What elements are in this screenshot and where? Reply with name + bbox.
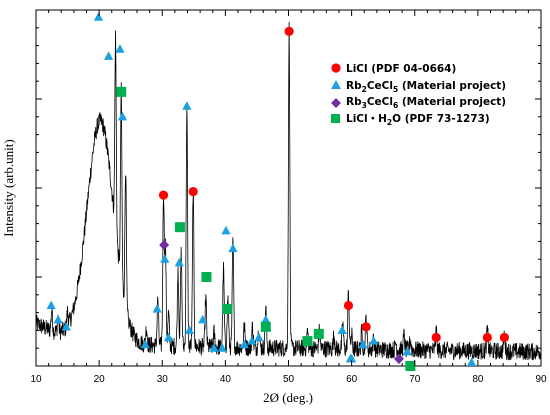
x-tick-label: 60: [346, 374, 358, 385]
triangle-marker-point: [174, 257, 184, 267]
x-tick-label: 90: [535, 374, 547, 385]
square-marker-point: [313, 328, 324, 339]
x-tick-label: 20: [94, 374, 106, 385]
triangle-marker-point: [228, 243, 238, 253]
triangle-marker-point: [217, 343, 227, 352]
circle-marker-point: [499, 332, 509, 343]
legend: LiCl (PDF 04-0664) Rb2CeCl5 (Material pr…: [331, 63, 506, 127]
axis-ticks: 10 20 30 40 50 60 70 80 90: [30, 9, 547, 385]
xrd-pattern-line: [35, 21, 542, 361]
triangle-marker-point: [140, 339, 150, 349]
triangle-marker-point: [117, 111, 128, 121]
triangle-marker-point: [53, 314, 63, 324]
circle-marker-point: [343, 300, 354, 311]
triangle-marker-point: [239, 339, 249, 349]
x-tick-label: 70: [409, 374, 421, 385]
triangle-marker-point: [369, 336, 379, 345]
diamond-marker-point: [159, 239, 170, 251]
square-marker-point: [260, 321, 271, 332]
x-tick-label: 10: [30, 374, 42, 385]
triangle-marker-point: [466, 357, 477, 367]
square-marker-point: [174, 222, 185, 233]
triangle-marker-point: [358, 339, 368, 349]
triangle-marker-point: [347, 353, 357, 363]
diamond-marker-point: [393, 353, 404, 365]
circle-marker-point: [158, 190, 169, 200]
triangle-marker-point: [152, 304, 162, 313]
y-axis-title: Intensity (arb.unit): [1, 139, 16, 236]
legend-hydrate-marker: [331, 114, 340, 123]
triangle-marker-point: [46, 300, 56, 310]
x-tick-label: 80: [472, 374, 484, 385]
x-tick-label: 40: [220, 374, 232, 385]
triangle-marker-point: [247, 336, 257, 345]
triangle-marker-point: [221, 225, 231, 235]
triangle-marker-point: [261, 314, 271, 324]
triangle-marker-point: [163, 332, 174, 342]
triangle-marker-point: [61, 321, 71, 331]
triangle-marker-point: [160, 254, 170, 263]
triangle-marker-point: [337, 325, 347, 334]
x-tick-label: 50: [283, 374, 295, 385]
square-marker-point: [201, 272, 212, 282]
triangle-marker-point: [198, 314, 208, 324]
square-marker-point: [116, 86, 127, 97]
square-marker-point: [405, 361, 416, 371]
triangle-marker-point: [209, 343, 219, 352]
triangle-marker-point: [402, 346, 412, 356]
legend-rb3cecl6-label: Rb3CeCl6 (Material project): [346, 96, 506, 110]
square-marker-point: [302, 336, 313, 347]
circle-marker-point: [431, 332, 441, 343]
triangle-marker-point: [93, 12, 104, 21]
triangle-marker-point: [184, 325, 194, 334]
triangle-marker-point: [182, 101, 192, 110]
x-axis-title: 2Ø (deg.): [263, 390, 313, 405]
triangle-marker-point: [254, 332, 264, 342]
circle-marker-point: [482, 332, 492, 343]
legend-hydrate-label: LiCl・H2O (PDF 73-1273): [346, 113, 490, 127]
legend-licl-label: LiCl (PDF 04-0664): [346, 63, 456, 75]
x-tick-label: 30: [157, 374, 169, 385]
circle-marker-point: [284, 26, 294, 36]
triangle-marker-point: [115, 44, 125, 53]
triangle-marker-point: [103, 51, 114, 60]
legend-rb2cecl5-label: Rb2CeCl5 (Material project): [346, 80, 506, 94]
legend-rb2cecl5-marker: [331, 80, 341, 89]
legend-rb3cecl6-marker: [331, 98, 341, 108]
circle-marker-point: [361, 322, 371, 332]
circle-marker-point: [188, 186, 198, 197]
legend-licl-marker: [331, 63, 341, 73]
phase-markers: [46, 12, 509, 371]
square-marker-point: [222, 304, 233, 315]
